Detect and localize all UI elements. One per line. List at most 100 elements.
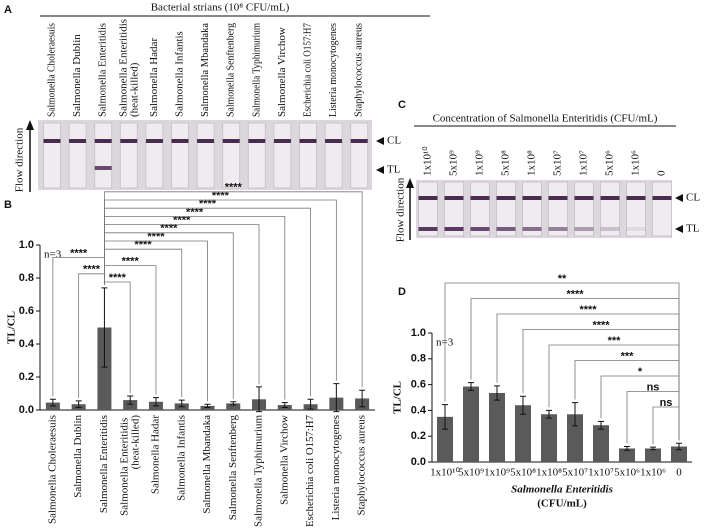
- control-line: [626, 196, 646, 200]
- strip-label: 1x10¹⁰: [422, 146, 434, 176]
- x-tick-label: 1x10⁸: [536, 467, 562, 479]
- panel-letter: D: [398, 286, 406, 298]
- test-strip: [222, 122, 241, 189]
- x-tick-label: 1x10⁹: [484, 467, 510, 479]
- control-line: [94, 139, 112, 143]
- bar: [515, 405, 531, 462]
- x-tick-label: 0: [676, 467, 682, 479]
- marker: [675, 225, 683, 233]
- significance-label: ****: [212, 190, 230, 202]
- control-line: [350, 139, 368, 143]
- significance-label: ****: [566, 288, 584, 300]
- test-line: [94, 166, 112, 170]
- bar: [489, 392, 505, 462]
- significance-label: ****: [579, 304, 597, 316]
- x-tick-label: Salmonella Choleraesuis: [46, 415, 58, 524]
- strip-label: 0: [656, 170, 668, 176]
- test-strip: [94, 122, 113, 189]
- error-bar: [494, 385, 500, 401]
- test-strip: [418, 181, 438, 237]
- x-axis-label: Salmonella Enteritidis: [511, 484, 613, 496]
- bar: [226, 403, 241, 410]
- control-line: [222, 139, 240, 143]
- test-line: [626, 227, 646, 231]
- strip-label: Salmonella Choleraesuis: [46, 23, 58, 117]
- control-line: [171, 139, 189, 143]
- test-strip: [470, 181, 490, 237]
- error-bar: [127, 395, 134, 405]
- significance-label: ****: [70, 247, 88, 259]
- error-bar: [598, 420, 604, 430]
- test-strip: [496, 181, 516, 237]
- x-tick-label: Salmonella Typhimurium: [253, 415, 265, 527]
- y-tick-label: 0.4: [411, 404, 427, 416]
- test-line: [418, 227, 438, 231]
- error-bar: [256, 386, 263, 413]
- significance-label: *: [638, 366, 643, 378]
- y-tick-label: 0.8: [19, 272, 34, 284]
- marker: [675, 194, 683, 202]
- x-tick-label: 1x10¹⁰: [430, 467, 460, 479]
- strip-label: Staphylococcus aureus: [353, 23, 365, 117]
- error-bar: [204, 403, 211, 409]
- control-line: [299, 139, 317, 143]
- x-tick-label: Escherichia coli O157:H7: [304, 415, 316, 527]
- test-line: [600, 227, 620, 231]
- strip-label: 5x10⁶: [604, 150, 616, 176]
- strip-label: Listeria monocytogenes: [327, 23, 339, 117]
- test-strip: [626, 181, 646, 237]
- control-line: [496, 196, 516, 200]
- bar: [567, 414, 583, 462]
- test-strip: [171, 122, 189, 189]
- x-tick-label: 1x10⁷: [588, 467, 614, 479]
- y-tick-label: 1.0: [411, 327, 426, 339]
- test-strip: [548, 181, 568, 237]
- significance-label: **: [558, 273, 567, 285]
- error-bar: [281, 402, 288, 409]
- error-bar: [520, 395, 526, 415]
- significance-label: ****: [160, 223, 178, 235]
- x-tick-label: Salmonella Mbandaka: [201, 415, 213, 514]
- test-strip: [652, 181, 672, 237]
- error-bar: [468, 382, 474, 391]
- marker: [376, 166, 384, 174]
- x-tick-label: 5x10⁶: [614, 467, 640, 479]
- tl-label: TL: [686, 223, 700, 235]
- error-bar: [178, 399, 185, 408]
- y-axis-label: TL/CL: [392, 381, 404, 414]
- control-line: [522, 196, 542, 200]
- control-line: [548, 196, 568, 200]
- control-line: [43, 139, 61, 143]
- error-bar: [307, 398, 314, 410]
- panel-letter: C: [398, 99, 406, 111]
- test-line: [522, 227, 542, 231]
- error-bar: [359, 389, 366, 408]
- bar: [645, 448, 661, 462]
- x-tick-label: 1x10⁶: [640, 467, 666, 479]
- error-bar: [676, 442, 682, 451]
- bar: [619, 448, 635, 462]
- x-tick-label: Salmonella Senftenberg: [227, 415, 239, 521]
- error-bar: [75, 400, 82, 409]
- control-line: [197, 139, 215, 143]
- strip-label: Salmonella Senftenberg: [225, 23, 237, 117]
- y-tick-label: 0.8: [411, 353, 426, 365]
- control-line: [418, 196, 438, 200]
- y-tick-label: 0.0: [19, 404, 34, 416]
- error-bar: [152, 397, 159, 407]
- strip-label: Salmonella Typhimurium: [250, 23, 262, 117]
- y-tick-label: 0.6: [19, 305, 34, 317]
- tl-label: TL: [387, 164, 401, 176]
- strip-label: Escherichia coli O157:H7: [302, 23, 314, 117]
- significance-label: ****: [147, 231, 165, 243]
- x-tick-label: Salmonella Enteritidis (heat-killed): [118, 415, 141, 516]
- significance-bracket: [444, 282, 680, 441]
- panel-letter: A: [4, 4, 12, 16]
- significance-label: ****: [135, 239, 153, 251]
- significance-label: ns: [647, 381, 660, 393]
- test-line: [548, 227, 568, 231]
- significance-label: ****: [122, 256, 140, 268]
- error-bar: [572, 402, 578, 427]
- significance-label: ns: [660, 397, 673, 409]
- strip-label: 5x10⁸: [500, 150, 512, 176]
